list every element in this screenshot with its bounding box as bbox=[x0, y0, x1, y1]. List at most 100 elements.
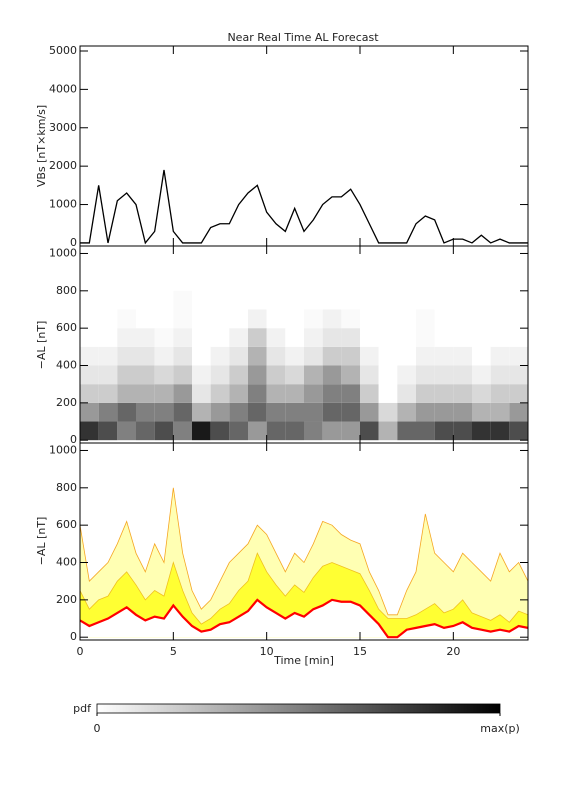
heat-cell bbox=[304, 272, 323, 291]
heat-cell bbox=[173, 384, 192, 403]
heat-cell bbox=[229, 272, 248, 291]
y-tick-label: 600 bbox=[56, 321, 77, 334]
heat-cell bbox=[322, 421, 342, 441]
chart-title: Near Real Time AL Forecast bbox=[227, 31, 379, 44]
heat-cell bbox=[397, 328, 416, 347]
heat-cell bbox=[378, 384, 398, 403]
heat-cell bbox=[472, 290, 491, 310]
heat-cell bbox=[509, 346, 528, 366]
heat-cell bbox=[509, 402, 528, 422]
heat-cell bbox=[453, 365, 472, 385]
heat-cell bbox=[192, 365, 211, 385]
axes-frame bbox=[79, 442, 529, 641]
y-tick-label: 200 bbox=[56, 593, 77, 606]
heat-cell bbox=[360, 346, 379, 366]
heat-cell bbox=[266, 253, 286, 273]
heat-cell bbox=[80, 272, 99, 291]
heat-cell bbox=[397, 290, 416, 310]
colorbar bbox=[96, 703, 501, 714]
heat-cell bbox=[472, 365, 491, 385]
heat-cell bbox=[248, 328, 267, 347]
heat-cell bbox=[98, 309, 118, 329]
heat-cell bbox=[322, 290, 342, 310]
heat-cell bbox=[173, 402, 192, 422]
y-tick-label: 400 bbox=[56, 359, 77, 372]
y-tick-label: 1000 bbox=[49, 246, 77, 259]
data-line bbox=[80, 487, 528, 616]
heat-cell bbox=[173, 365, 192, 385]
heat-cell bbox=[210, 384, 230, 403]
heat-cell bbox=[98, 253, 118, 273]
heat-cell bbox=[192, 384, 211, 403]
heat-cell bbox=[173, 272, 192, 291]
heat-cell bbox=[210, 290, 230, 310]
heat-cell bbox=[210, 309, 230, 329]
heat-cell bbox=[416, 290, 435, 310]
heat-cell bbox=[136, 384, 155, 403]
heat-cell bbox=[453, 290, 472, 310]
heat-cell bbox=[453, 309, 472, 329]
heat-cell bbox=[341, 272, 360, 291]
heat-cell bbox=[80, 309, 99, 329]
heat-cell bbox=[509, 309, 528, 329]
heat-cell bbox=[285, 309, 304, 329]
heat-cell bbox=[173, 346, 192, 366]
heat-cell bbox=[80, 290, 99, 310]
heat-cell bbox=[210, 253, 230, 273]
heat-cell bbox=[322, 365, 342, 385]
colorbar-tick-label: 0 bbox=[94, 722, 101, 735]
heat-cell bbox=[229, 346, 248, 366]
heat-cell bbox=[472, 346, 491, 366]
heat-cell bbox=[434, 272, 454, 291]
heat-cell bbox=[416, 365, 435, 385]
heat-cell bbox=[378, 328, 398, 347]
heat-cell bbox=[154, 309, 174, 329]
heat-cell bbox=[397, 346, 416, 366]
heat-cell bbox=[136, 309, 155, 329]
heat-cell bbox=[341, 309, 360, 329]
heat-cell bbox=[192, 328, 211, 347]
heat-cell bbox=[304, 328, 323, 347]
y-tick-label: 2000 bbox=[49, 159, 77, 172]
heat-cell bbox=[266, 346, 286, 366]
heat-cell bbox=[117, 402, 136, 422]
heat-cell bbox=[341, 328, 360, 347]
heat-cell bbox=[322, 402, 342, 422]
heat-cell bbox=[360, 384, 379, 403]
heat-cell bbox=[360, 328, 379, 347]
heat-cell bbox=[453, 384, 472, 403]
heat-cell bbox=[229, 290, 248, 310]
heat-cell bbox=[154, 328, 174, 347]
heat-cell bbox=[98, 402, 118, 422]
heat-cell bbox=[285, 384, 304, 403]
heat-cell bbox=[210, 272, 230, 291]
heat-cell bbox=[285, 346, 304, 366]
heat-cell bbox=[490, 365, 510, 385]
heat-cell bbox=[117, 290, 136, 310]
heat-cell bbox=[434, 253, 454, 273]
heat-cell bbox=[117, 365, 136, 385]
heat-cell bbox=[472, 421, 491, 441]
heat-cell bbox=[192, 421, 211, 441]
heat-cell bbox=[210, 365, 230, 385]
heat-cell bbox=[154, 384, 174, 403]
heat-cell bbox=[341, 365, 360, 385]
x-tick-label: 20 bbox=[446, 645, 460, 658]
heat-cell bbox=[117, 309, 136, 329]
heat-cell bbox=[416, 384, 435, 403]
heat-cell bbox=[322, 384, 342, 403]
plot-area bbox=[80, 169, 528, 245]
heat-cell bbox=[117, 421, 136, 441]
heat-cell bbox=[322, 272, 342, 291]
heat-cell bbox=[378, 290, 398, 310]
heat-cell bbox=[378, 253, 398, 273]
heat-cell bbox=[229, 253, 248, 273]
heat-cell bbox=[453, 402, 472, 422]
heat-cell bbox=[434, 346, 454, 366]
heat-cell bbox=[397, 421, 416, 441]
heat-cell bbox=[416, 309, 435, 329]
heat-cell bbox=[248, 309, 267, 329]
heat-cell bbox=[192, 309, 211, 329]
y-tick-label: 1000 bbox=[49, 443, 77, 456]
heat-cell bbox=[229, 328, 248, 347]
